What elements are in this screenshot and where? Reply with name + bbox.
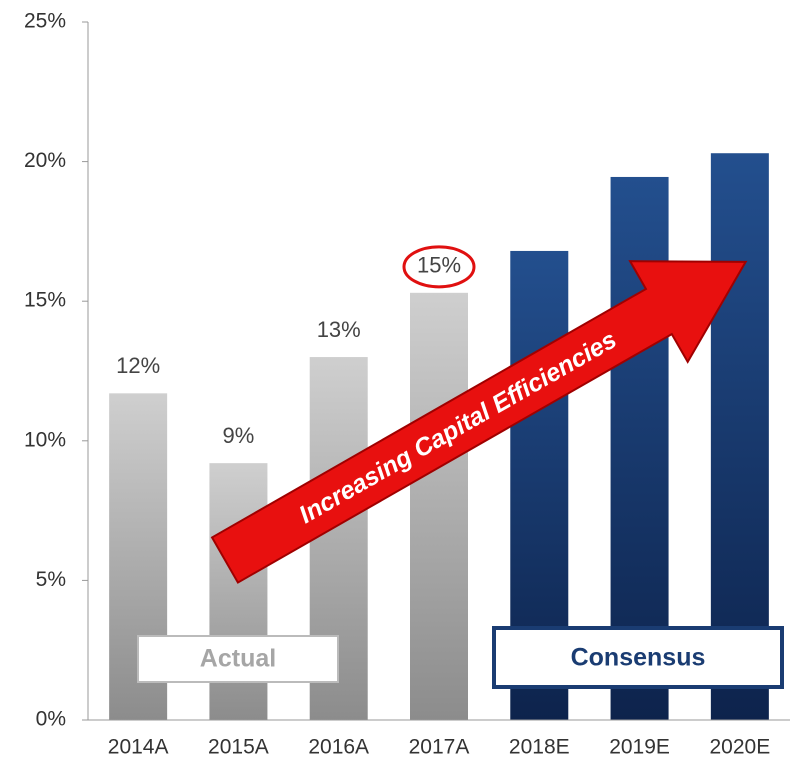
legend-box (492, 626, 784, 689)
x-tick-label: 2020E (709, 736, 770, 759)
y-tick-label: 15% (24, 289, 66, 312)
highlight-circle (402, 245, 476, 289)
x-tick-label: 2017A (409, 736, 470, 759)
x-tick-label: 2014A (108, 736, 169, 759)
y-tick-label: 25% (24, 10, 66, 33)
x-tick-label: 2015A (208, 736, 269, 759)
bar (410, 292, 468, 720)
y-tick-label: 20% (24, 149, 66, 172)
legend-box (137, 635, 339, 683)
y-tick-label: 5% (36, 568, 66, 591)
data-label: 12% (116, 353, 160, 378)
arrow-shape (210, 260, 748, 584)
x-tick-label: 2016A (308, 736, 369, 759)
data-label: 15% (417, 253, 461, 278)
x-tick-label: 2019E (609, 736, 670, 759)
y-tick-label: 10% (24, 428, 66, 451)
data-label: 13% (317, 317, 361, 342)
data-label: 9% (223, 423, 255, 448)
y-tick-label: 0% (36, 708, 66, 731)
legend-label: Actual (200, 645, 276, 673)
bar (710, 153, 769, 720)
legend-label: Consensus (571, 644, 706, 672)
x-tick-label: 2018E (509, 736, 570, 759)
arrow: Increasing Capital Efficiencies (210, 260, 748, 584)
